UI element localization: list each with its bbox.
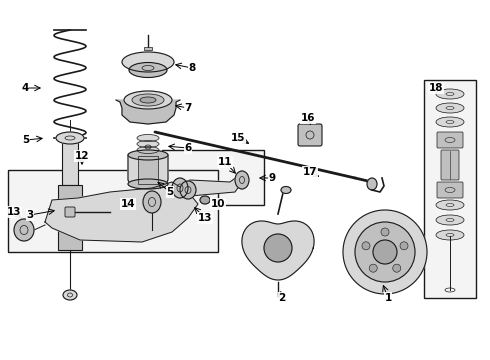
Circle shape xyxy=(381,228,389,236)
Bar xyxy=(162,150,264,205)
Ellipse shape xyxy=(436,230,464,240)
FancyBboxPatch shape xyxy=(144,47,152,50)
Polygon shape xyxy=(128,155,168,184)
Text: 15: 15 xyxy=(231,133,245,143)
Ellipse shape xyxy=(56,132,84,144)
Ellipse shape xyxy=(63,290,77,300)
Text: 13: 13 xyxy=(198,213,212,223)
Text: 3: 3 xyxy=(26,210,34,220)
Text: 6: 6 xyxy=(184,143,192,153)
Ellipse shape xyxy=(200,196,210,204)
Polygon shape xyxy=(242,221,314,280)
Ellipse shape xyxy=(14,219,34,241)
FancyBboxPatch shape xyxy=(138,156,158,184)
Text: 16: 16 xyxy=(301,113,315,123)
Text: 10: 10 xyxy=(211,199,225,209)
FancyBboxPatch shape xyxy=(437,182,463,198)
Text: 18: 18 xyxy=(429,83,443,93)
Ellipse shape xyxy=(436,117,464,127)
Circle shape xyxy=(373,240,397,264)
Text: 1: 1 xyxy=(384,293,392,303)
FancyBboxPatch shape xyxy=(437,132,463,148)
Ellipse shape xyxy=(140,97,156,103)
Text: 14: 14 xyxy=(121,199,135,209)
Circle shape xyxy=(400,242,408,250)
Ellipse shape xyxy=(436,89,464,99)
Ellipse shape xyxy=(436,200,464,210)
Bar xyxy=(8,170,218,252)
Circle shape xyxy=(393,264,401,272)
FancyBboxPatch shape xyxy=(441,150,459,180)
Polygon shape xyxy=(45,182,198,242)
Ellipse shape xyxy=(436,215,464,225)
Ellipse shape xyxy=(235,171,249,189)
Circle shape xyxy=(369,264,377,272)
Ellipse shape xyxy=(124,91,172,109)
Text: 5: 5 xyxy=(23,135,29,145)
Ellipse shape xyxy=(122,52,174,72)
Text: 5: 5 xyxy=(167,187,173,197)
Circle shape xyxy=(355,222,415,282)
FancyBboxPatch shape xyxy=(62,137,78,185)
Ellipse shape xyxy=(180,181,196,199)
Text: 4: 4 xyxy=(21,83,29,93)
Ellipse shape xyxy=(137,140,159,148)
Ellipse shape xyxy=(172,178,188,198)
Bar xyxy=(424,80,476,298)
Text: 13: 13 xyxy=(7,207,21,217)
Ellipse shape xyxy=(281,186,291,194)
Text: 17: 17 xyxy=(303,167,318,177)
Ellipse shape xyxy=(436,103,464,113)
Ellipse shape xyxy=(143,191,161,213)
Text: 12: 12 xyxy=(75,151,89,161)
FancyBboxPatch shape xyxy=(58,185,82,250)
FancyBboxPatch shape xyxy=(298,124,322,146)
Polygon shape xyxy=(116,100,180,124)
Text: 8: 8 xyxy=(188,63,196,73)
Circle shape xyxy=(343,210,427,294)
FancyBboxPatch shape xyxy=(65,207,75,217)
Ellipse shape xyxy=(367,178,377,190)
Ellipse shape xyxy=(137,135,159,141)
Text: 7: 7 xyxy=(184,103,192,113)
Text: 2: 2 xyxy=(278,293,286,303)
Ellipse shape xyxy=(132,94,164,106)
Circle shape xyxy=(264,234,292,262)
Polygon shape xyxy=(182,176,242,196)
Text: 9: 9 xyxy=(269,173,275,183)
Ellipse shape xyxy=(128,179,168,189)
Text: 11: 11 xyxy=(218,157,232,167)
Ellipse shape xyxy=(129,63,167,77)
Ellipse shape xyxy=(128,150,168,160)
Ellipse shape xyxy=(137,147,159,153)
Circle shape xyxy=(362,242,370,250)
